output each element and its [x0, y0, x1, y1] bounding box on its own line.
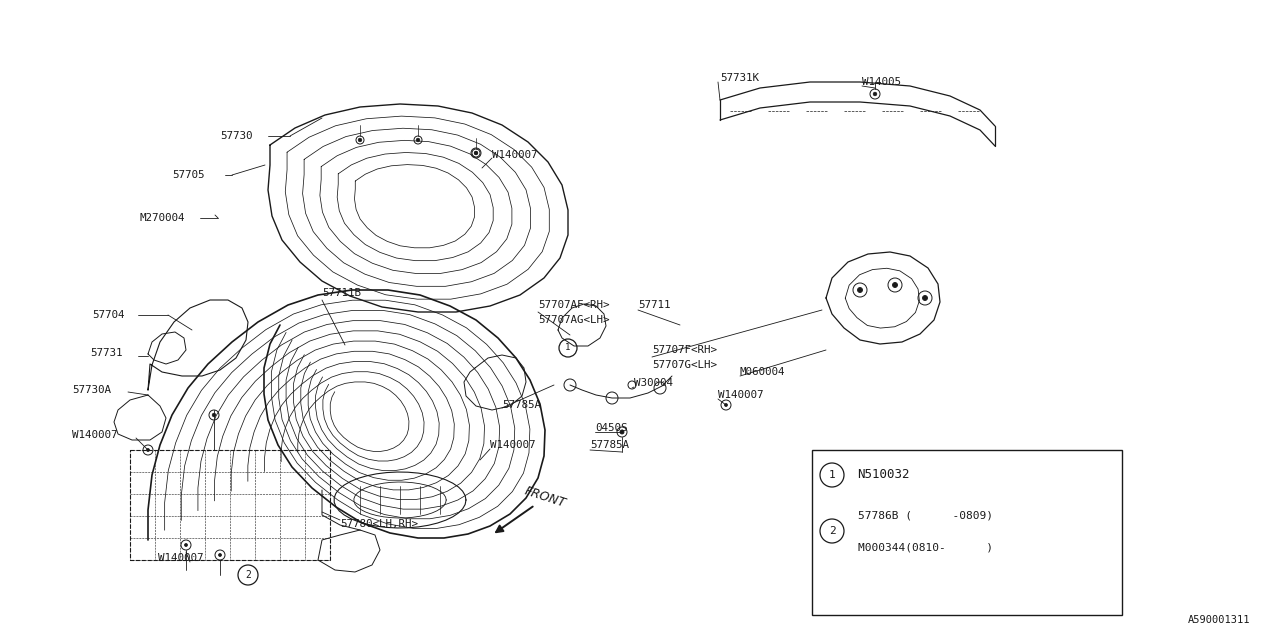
Circle shape — [475, 152, 477, 154]
Text: 2: 2 — [828, 526, 836, 536]
Text: 57707G<LH>: 57707G<LH> — [652, 360, 717, 370]
Circle shape — [724, 403, 727, 406]
Text: W140007: W140007 — [490, 440, 535, 450]
Text: W14005: W14005 — [861, 77, 901, 87]
Text: M060004: M060004 — [740, 367, 786, 377]
Text: 57731K: 57731K — [719, 73, 759, 83]
Circle shape — [474, 151, 477, 155]
Text: 57785A: 57785A — [590, 440, 628, 450]
Circle shape — [184, 543, 187, 547]
Text: M000344(0810-      ): M000344(0810- ) — [858, 543, 993, 553]
Circle shape — [858, 287, 863, 292]
Text: 57780<LH,RH>: 57780<LH,RH> — [340, 519, 419, 529]
Text: 57786B (      -0809): 57786B ( -0809) — [858, 510, 993, 520]
Circle shape — [620, 430, 625, 434]
Text: 57731: 57731 — [90, 348, 123, 358]
Text: W140007: W140007 — [492, 150, 538, 160]
Text: 57707AG<LH>: 57707AG<LH> — [538, 315, 609, 325]
Text: 0450S: 0450S — [595, 423, 627, 433]
Circle shape — [923, 296, 928, 301]
Text: 57730: 57730 — [220, 131, 252, 141]
Circle shape — [219, 554, 221, 557]
Text: 57711B: 57711B — [323, 288, 361, 298]
Text: 1: 1 — [828, 470, 836, 480]
Circle shape — [358, 138, 362, 142]
Circle shape — [212, 413, 216, 417]
Text: 1: 1 — [566, 344, 571, 353]
Text: FRONT: FRONT — [522, 484, 567, 510]
Text: 57707F<RH>: 57707F<RH> — [652, 345, 717, 355]
Text: W140007: W140007 — [718, 390, 763, 400]
Circle shape — [873, 92, 877, 96]
Text: W30004: W30004 — [634, 378, 673, 388]
Text: 57707AF<RH>: 57707AF<RH> — [538, 300, 609, 310]
Text: 57704: 57704 — [92, 310, 124, 320]
Text: N510032: N510032 — [858, 468, 910, 481]
Text: W140007: W140007 — [72, 430, 118, 440]
Text: 57730A: 57730A — [72, 385, 111, 395]
Text: A590001311: A590001311 — [1188, 615, 1251, 625]
Text: M270004: M270004 — [140, 213, 186, 223]
Bar — [812, 450, 1123, 615]
Text: 57705: 57705 — [172, 170, 205, 180]
Text: W140007: W140007 — [157, 553, 204, 563]
Bar — [131, 450, 330, 560]
Text: 2: 2 — [244, 570, 251, 580]
Text: 57785A: 57785A — [502, 400, 541, 410]
Circle shape — [892, 282, 897, 287]
Text: 57711: 57711 — [637, 300, 671, 310]
Circle shape — [416, 138, 420, 142]
Circle shape — [146, 449, 150, 451]
